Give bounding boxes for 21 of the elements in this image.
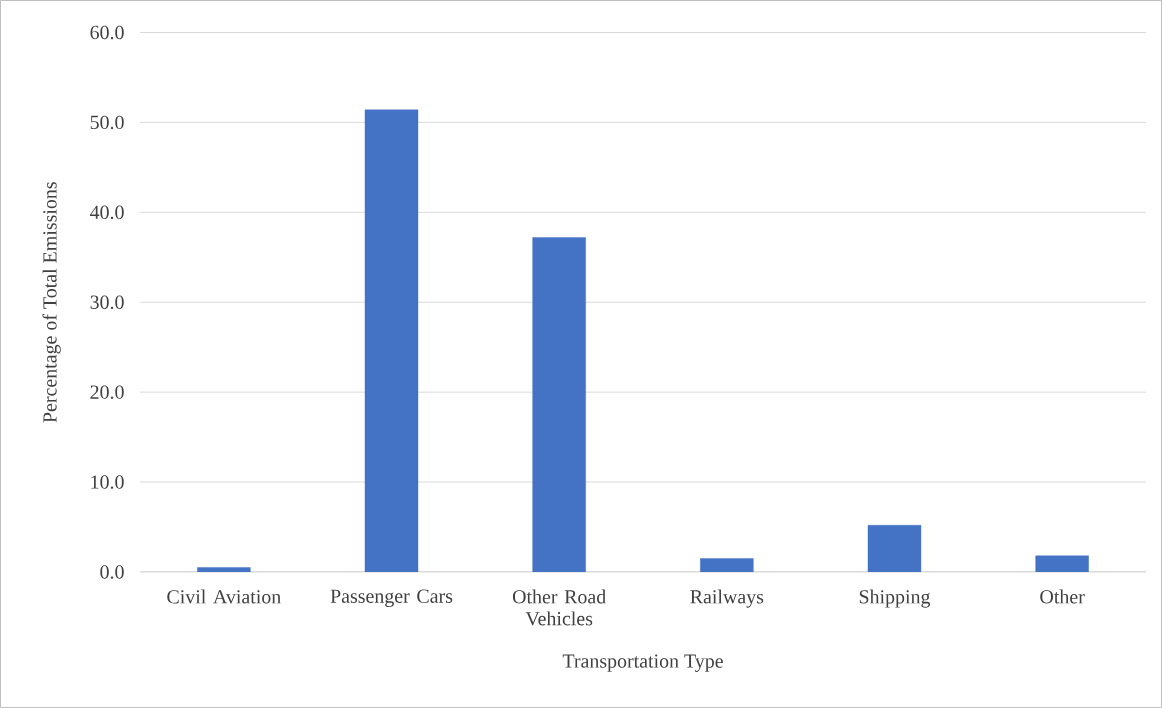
y-tick-label: 0.0 — [100, 565, 124, 579]
y-axis-title: Percentage of Total Emissions — [42, 182, 61, 423]
y-tick-label: 20.0 — [90, 385, 124, 399]
bar — [700, 558, 754, 572]
y-tick-label: 60.0 — [90, 25, 124, 40]
bar — [197, 567, 251, 572]
bar — [532, 237, 586, 572]
x-tick-label: Passenger Cars — [330, 589, 453, 607]
y-tick-label: 40.0 — [90, 205, 124, 220]
x-tick-label: Civil Aviation — [167, 589, 281, 604]
bar — [364, 109, 419, 572]
bar — [867, 525, 922, 572]
y-tick-label: 50.0 — [90, 115, 124, 130]
bar — [1035, 555, 1089, 572]
x-tick-label: Other — [1040, 589, 1085, 604]
x-tick-label: Other Road Vehicles — [512, 589, 606, 626]
y-tick-label: 10.0 — [91, 475, 124, 489]
y-tick-label: 30.0 — [90, 295, 124, 309]
x-tick-label: Railways — [690, 589, 764, 608]
x-axis-title: Transportation Type — [562, 654, 723, 672]
x-tick-label: Shipping — [859, 589, 931, 608]
